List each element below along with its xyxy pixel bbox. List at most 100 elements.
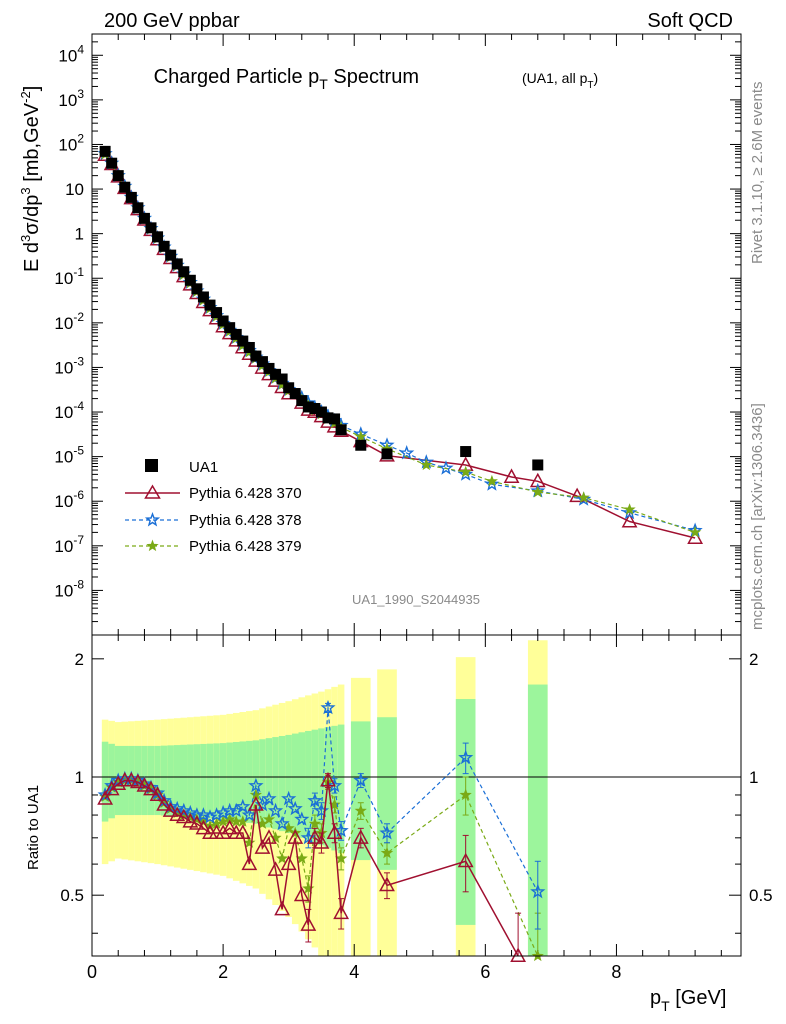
ratio-370-marker xyxy=(97,790,114,805)
ratio-370-marker xyxy=(293,886,310,902)
ua1-data-point xyxy=(99,145,111,157)
ratio-378-marker xyxy=(313,802,330,818)
ratio-379-marker xyxy=(308,817,321,829)
legend-marker-379 xyxy=(146,539,159,552)
ratio-370-marker xyxy=(300,916,317,931)
ratio-band-inner xyxy=(160,745,168,816)
series-379-marker xyxy=(577,491,590,503)
y-tick-label: 10 xyxy=(65,180,84,199)
ua1-data-point xyxy=(138,212,150,224)
ua1-data-point xyxy=(112,170,124,182)
y-tick-label: 10-3 xyxy=(54,354,84,377)
ratio-370-marker xyxy=(136,777,153,792)
watermark: UA1_1990_S2044935 xyxy=(352,592,480,607)
ratio-band-inner xyxy=(226,742,233,821)
y-tick-label: 10-7 xyxy=(54,533,84,556)
ua1-data-point xyxy=(309,402,321,414)
ratio-band-inner xyxy=(278,735,286,832)
ratio-370-marker xyxy=(379,876,395,892)
ratio-band-inner xyxy=(291,733,299,836)
ua1-data-point xyxy=(106,157,118,169)
ua1-data-point xyxy=(283,382,295,394)
ratio-370-marker xyxy=(287,829,304,844)
ratio-tick-label-left: 2 xyxy=(75,650,84,669)
ratio-370-marker xyxy=(313,834,330,849)
ratio-band-inner xyxy=(219,743,227,820)
ua1-data-point xyxy=(322,412,334,424)
legend-label-ua1: UA1 xyxy=(189,459,218,476)
ratio-370-marker xyxy=(149,786,166,801)
series-370-line xyxy=(104,154,696,539)
y-tick-label: 10-5 xyxy=(54,444,84,467)
ua1-data-point xyxy=(191,283,203,295)
ua1-data-point xyxy=(276,373,288,385)
ratio-band-inner xyxy=(167,745,174,816)
ratio-379-marker xyxy=(459,788,472,801)
legend-marker-378 xyxy=(144,512,161,527)
ratio-378-marker xyxy=(235,798,251,814)
ua1-data-point xyxy=(119,181,131,193)
ua1-data-point xyxy=(270,368,282,380)
x-tick-label: 4 xyxy=(349,962,359,982)
ua1-data-point xyxy=(224,322,236,334)
ratio-370-marker xyxy=(123,771,140,787)
y-tick-label: 10-4 xyxy=(54,399,84,422)
legend-marker-ua1 xyxy=(145,459,158,472)
ratio-370-marker xyxy=(169,806,186,822)
series-379-marker xyxy=(689,525,702,538)
ratio-tick-label-left: 1 xyxy=(75,768,84,787)
series-379-marker xyxy=(354,430,367,442)
ua1-data-point xyxy=(250,350,262,362)
ua1-data-point xyxy=(217,315,229,327)
y-tick-label: 102 xyxy=(58,131,84,154)
ua1-data-point xyxy=(158,240,170,252)
ratio-band-inner xyxy=(193,744,201,818)
series-370-marker xyxy=(503,468,520,483)
ratio-band-inner xyxy=(272,737,279,830)
ratio-band-inner xyxy=(239,741,247,823)
ratio-band-inner xyxy=(173,745,181,817)
ua1-data-point xyxy=(532,459,544,471)
series-378-marker xyxy=(399,445,415,460)
ratio-378-marker xyxy=(294,811,310,826)
x-tick-label: 2 xyxy=(218,962,228,982)
ratio-band-inner xyxy=(246,740,253,823)
ratio-379-marker xyxy=(302,882,315,894)
axes-ticks: 10-810-710-610-510-410-310-210-111010210… xyxy=(54,33,773,982)
y-axis-label: E d3σ/dp3 [mb,GeV-2] xyxy=(18,86,43,272)
ua1-data-point xyxy=(296,395,308,407)
y-tick-label: 10-6 xyxy=(54,488,84,511)
y-tick-label: 10-8 xyxy=(54,577,84,600)
ratio-band-inner xyxy=(265,738,273,828)
ratio-tick-label-right: 0.5 xyxy=(749,886,773,905)
series-378-marker xyxy=(621,504,638,520)
ratio-band-inner xyxy=(305,730,312,841)
ratio-band-inner xyxy=(337,724,345,854)
ratio-370-marker xyxy=(261,829,277,844)
x-axis-label: pT [GeV] xyxy=(650,987,726,1014)
ratio-379-marker xyxy=(243,836,256,848)
series-379-marker xyxy=(459,465,472,478)
ratio-378-marker xyxy=(267,802,284,818)
ratio-378-marker xyxy=(326,777,343,793)
ua1-data-point xyxy=(335,424,347,436)
ratio-uncertainty-bands xyxy=(92,640,741,956)
ratio-370-marker xyxy=(333,904,350,920)
ratio-band-inner xyxy=(527,684,548,956)
ua1-data-point xyxy=(178,266,190,278)
ratio-370-marker xyxy=(175,808,192,824)
ratio-379-marker xyxy=(380,846,394,859)
ratio-378-marker xyxy=(287,800,303,816)
plot-title: Charged Particle pT Spectrum xyxy=(154,66,419,92)
ratio-plot-marks xyxy=(97,699,546,962)
ratio-379-marker xyxy=(262,812,276,825)
ua1-data-point xyxy=(381,448,393,460)
ratio-370-marker xyxy=(156,796,173,811)
ratio-379-marker xyxy=(289,826,302,839)
ratio-band-inner xyxy=(154,745,161,816)
ratio-370-marker xyxy=(510,947,527,962)
header-left: 200 GeV ppbar xyxy=(104,10,240,32)
ua1-data-point xyxy=(263,362,275,374)
ratio-tick-label-right: 1 xyxy=(749,768,758,787)
